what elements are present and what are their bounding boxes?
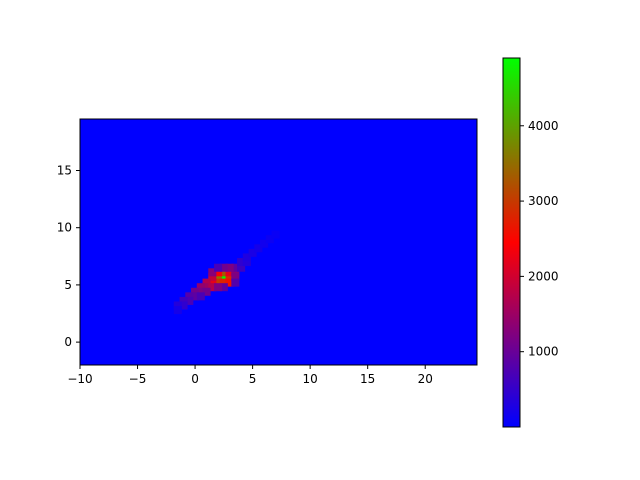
x-tick-label: −10: [67, 372, 92, 386]
heatmap-cell: [248, 248, 257, 257]
heatmap-cell: [231, 263, 240, 272]
heatmap-cell: [237, 263, 246, 272]
colorbar-tick-label: 4000: [528, 119, 559, 133]
heatmap-cell: [231, 268, 240, 277]
heatmap-cell: [173, 301, 182, 310]
heatmap-cell: [214, 268, 223, 277]
heatmap-cell: [219, 278, 228, 287]
heatmap-cell: [214, 278, 223, 287]
plot-frame: [79, 118, 478, 366]
heatmap-cell: [219, 272, 228, 281]
heatmap-cell: [219, 283, 228, 292]
heatmap-cell: [196, 292, 205, 301]
heatmap-cell: [214, 263, 223, 272]
y-tick-label: 0: [64, 335, 72, 349]
heatmap-cells: [173, 230, 280, 315]
heatmap-cell: [219, 268, 228, 277]
x-tick-label: 20: [418, 372, 433, 386]
heatmap-cell: [208, 278, 217, 287]
heatmap-cell: [191, 287, 200, 296]
heatmap-cell: [208, 272, 217, 281]
x-tick-label: 10: [303, 372, 318, 386]
colorbar-tick-label: 3000: [528, 194, 559, 208]
heatmap-cell: [214, 272, 223, 281]
heatmap-cell: [185, 292, 194, 301]
heatmap-cell: [271, 230, 280, 239]
heatmap-cell: [265, 235, 274, 244]
y-tick-label: 15: [57, 163, 72, 177]
x-tick-label: 5: [249, 372, 257, 386]
x-tick-label: −5: [129, 372, 147, 386]
heatmap-cell: [208, 283, 217, 292]
heatmap-cell: [225, 263, 234, 272]
heatmap-cell: [202, 283, 211, 292]
heatmap-cell: [196, 287, 205, 296]
y-axis: 0 5 10 15: [57, 163, 80, 349]
heatmap-cell: [214, 283, 223, 292]
plot-background: [80, 119, 477, 365]
heatmap-cell: [185, 296, 194, 305]
heatmap-cell: [225, 268, 234, 277]
heatmap-cell: [202, 278, 211, 287]
heatmap-cell: [254, 244, 263, 253]
heatmap-cell: [225, 278, 234, 287]
colorbar-axis: 1000 2000 3000 4000: [520, 119, 559, 359]
x-axis: −10 −5 0 5 10 15 20: [67, 365, 433, 386]
heatmap-cell: [231, 278, 240, 287]
x-tick-label: 0: [191, 372, 199, 386]
y-tick-label: 10: [57, 221, 72, 235]
heatmap-cell: [191, 292, 200, 301]
colorbar-tick-label: 1000: [528, 345, 559, 359]
heatmap-cell: [202, 287, 211, 296]
colorbar: [502, 57, 521, 428]
heatmap-cell: [179, 301, 188, 310]
heatmap-cell: [242, 253, 251, 262]
heatmap-cell: [196, 283, 205, 292]
heatmap-cell: [260, 239, 269, 248]
x-tick-label: 15: [360, 372, 375, 386]
colorbar-tick-label: 2000: [528, 269, 559, 283]
heatmap-cell: [208, 268, 217, 277]
heatmap-cell: [219, 263, 228, 272]
y-tick-label: 5: [64, 278, 72, 292]
heatmap-cell: [173, 306, 182, 315]
heatmap-cell: [242, 258, 251, 267]
heatmap-cell: [225, 272, 234, 281]
heatmap-cell: [231, 272, 240, 281]
heatmap-cell: [179, 296, 188, 305]
heatmap-cell: [237, 258, 246, 267]
